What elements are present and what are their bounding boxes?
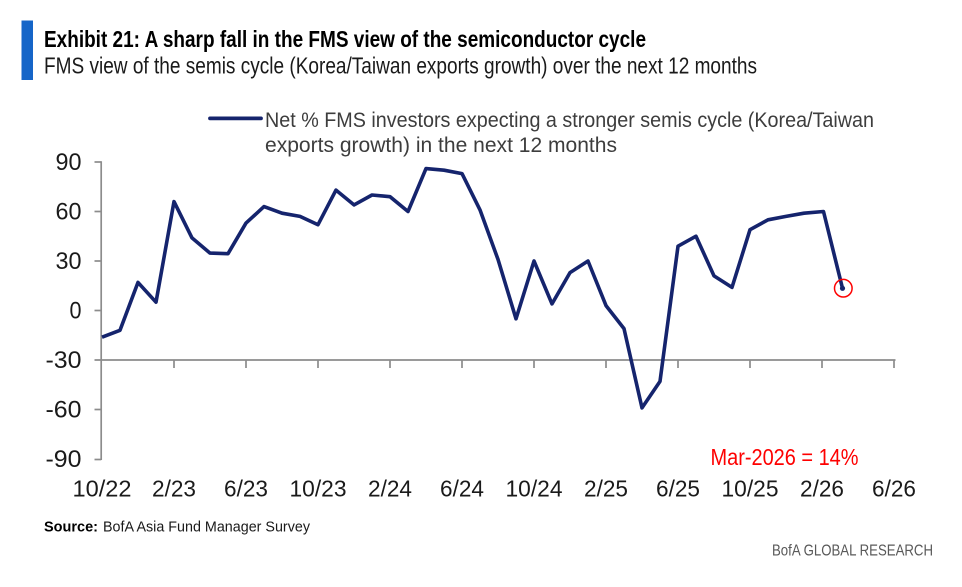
svg-text:10/23: 10/23: [290, 476, 347, 502]
svg-text:2/25: 2/25: [584, 476, 628, 502]
svg-text:6/24: 6/24: [440, 476, 484, 502]
svg-text:BofA Asia Fund Manager Survey: BofA Asia Fund Manager Survey: [103, 520, 311, 536]
svg-text:-90: -90: [46, 446, 82, 473]
svg-text:6/26: 6/26: [872, 476, 916, 502]
svg-text:6/23: 6/23: [224, 476, 268, 502]
svg-text:FMS view of the semis cycle (K: FMS view of the semis cycle (Korea/Taiwa…: [44, 53, 757, 79]
svg-text:2/26: 2/26: [800, 476, 844, 502]
svg-text:6/25: 6/25: [656, 476, 700, 502]
svg-text:2/23: 2/23: [152, 476, 196, 502]
svg-text:-30: -30: [46, 347, 82, 374]
svg-text:90: 90: [56, 149, 82, 176]
svg-text:exports growth) in the next 1: exports growth) in the next 12 months: [265, 134, 617, 157]
svg-text:Exhibit 21: A sharp fall in th: Exhibit 21: A sharp fall in the FMS view…: [44, 26, 646, 52]
svg-text:Mar-2026 = 14%: Mar-2026 = 14%: [711, 444, 859, 470]
svg-text:BofA GLOBAL RESEARCH: BofA GLOBAL RESEARCH: [772, 543, 933, 560]
svg-text:Net % FMS investors expecting: Net % FMS investors expecting a stronger…: [265, 109, 874, 132]
svg-text:Source:: Source:: [44, 520, 98, 536]
svg-text:10/22: 10/22: [73, 476, 132, 502]
svg-text:10/24: 10/24: [506, 476, 563, 502]
svg-text:60: 60: [56, 199, 82, 226]
svg-text:2/24: 2/24: [368, 476, 412, 502]
svg-text:30: 30: [56, 248, 82, 275]
svg-text:-60: -60: [46, 397, 82, 424]
svg-text:0: 0: [70, 298, 82, 325]
svg-text:10/25: 10/25: [722, 476, 779, 502]
